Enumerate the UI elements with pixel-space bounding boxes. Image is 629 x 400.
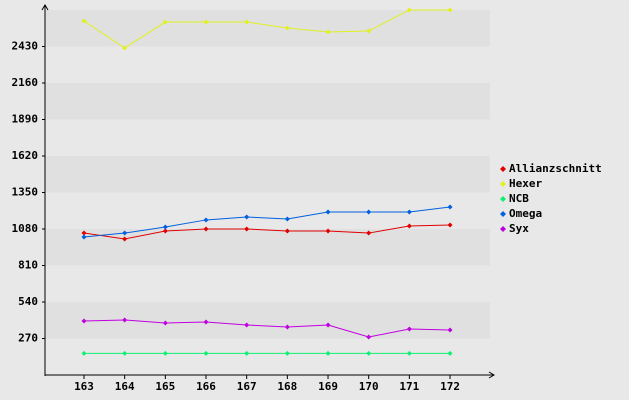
point [162,350,168,356]
point [244,19,250,25]
point [122,230,128,236]
point [447,350,453,356]
x-tick-label: 168 [277,380,297,393]
series-line [83,9,451,49]
grid-band [45,119,490,156]
y-tick-label: 1350 [12,186,39,199]
point [366,28,372,34]
grid-band [45,46,490,83]
legend-label: NCB [509,192,529,205]
grid-band [45,83,490,120]
point [122,317,128,323]
point [325,29,331,35]
series-line [83,224,451,240]
point [406,350,412,356]
point [122,45,128,51]
point [325,322,331,328]
point [447,222,453,228]
point [244,322,250,328]
point [162,224,168,230]
grid-band [45,338,490,375]
point [406,209,412,215]
legend-label: Omega [509,207,542,220]
x-tick-label: 165 [155,380,175,393]
point [244,214,250,220]
legend-label: Syx [509,222,529,235]
legend-marker [500,166,506,172]
point [406,326,412,332]
point [284,216,290,222]
grid-band [45,156,490,193]
point [325,209,331,215]
x-tick-label: 171 [399,380,419,393]
point [366,209,372,215]
point [284,25,290,31]
point [325,228,331,234]
point [447,327,453,333]
legend-label: Allianzschnitt [509,162,602,175]
point [203,19,209,25]
point [244,226,250,232]
point [81,234,87,240]
point [203,226,209,232]
point [284,350,290,356]
point [81,18,87,24]
y-axis-arrow [41,4,49,11]
y-tick-label: 540 [18,295,38,308]
y-tick-label: 810 [18,259,38,272]
point [162,320,168,326]
series-line [83,206,451,238]
legend-marker [500,196,506,202]
y-tick-label: 2430 [12,40,39,53]
point [81,350,87,356]
legend-marker [500,226,506,232]
x-tick-label: 164 [115,380,135,393]
point [122,350,128,356]
x-tick-label: 170 [359,380,379,393]
y-tick-label: 1890 [12,113,39,126]
grid-band [45,229,490,266]
point [203,350,209,356]
y-tick-label: 1620 [12,149,39,162]
series-line [83,319,451,338]
point [81,230,87,236]
point [406,7,412,13]
legend-marker [500,181,506,187]
point [447,7,453,13]
point [203,319,209,325]
y-tick-label: 2160 [12,76,39,89]
x-axis-arrow [488,371,495,379]
point [244,350,250,356]
point [366,350,372,356]
point [203,217,209,223]
grid-band [45,10,490,47]
point [366,230,372,236]
x-tick-label: 166 [196,380,216,393]
point [162,228,168,234]
x-tick-label: 172 [440,380,460,393]
point [366,334,372,340]
point [406,223,412,229]
y-tick-label: 1080 [12,222,39,235]
point [325,350,331,356]
x-tick-label: 169 [318,380,338,393]
point [81,318,87,324]
point [447,204,453,210]
point [162,19,168,25]
y-tick-label: 270 [18,332,38,345]
x-tick-label: 163 [74,380,94,393]
point [284,324,290,330]
legend-marker [500,211,506,217]
grid-band [45,265,490,302]
legend-label: Hexer [509,177,542,190]
point [284,228,290,234]
x-tick-label: 167 [237,380,257,393]
point [122,236,128,242]
